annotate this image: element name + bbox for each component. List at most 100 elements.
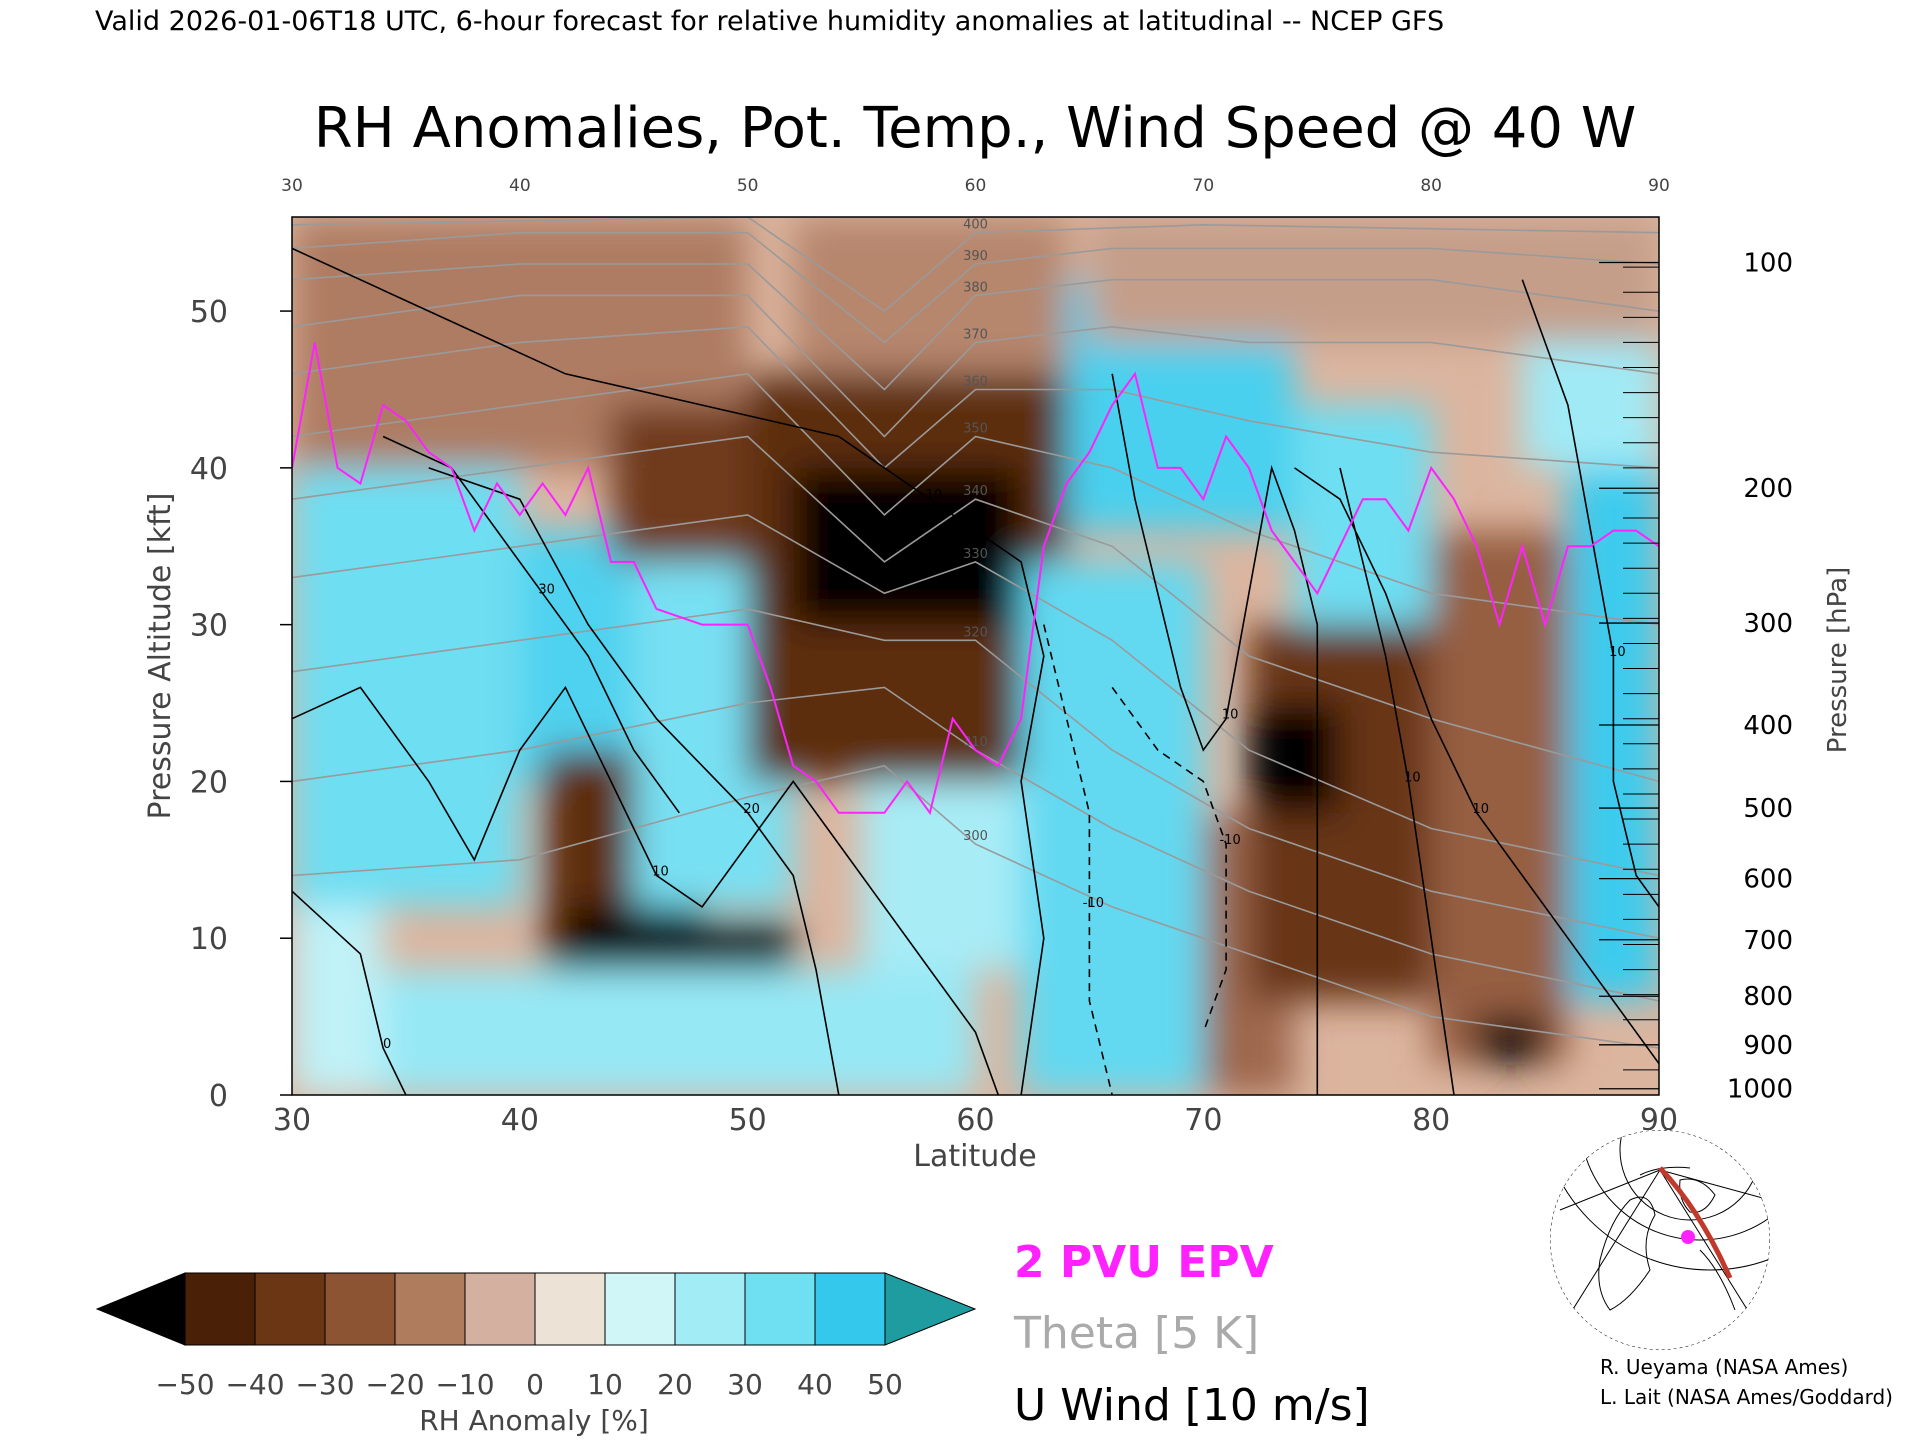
- y-tick-label: 50: [190, 295, 228, 330]
- colorbar-swatch: [254, 1272, 326, 1346]
- theta-contour-label: 330: [963, 547, 988, 562]
- top-x-tick-label: 60: [965, 176, 987, 196]
- u-wind-contours: 0 10 20 30 10 10 10 10 10 -10 -10: [292, 247, 1659, 1095]
- theta-contour-label: 320: [963, 625, 988, 640]
- rh-anomaly-cell: [1522, 342, 1659, 468]
- rh-anomaly-cell: [292, 906, 384, 1095]
- top-x-tick-label: 70: [1193, 176, 1215, 196]
- top-x-tick-label: 80: [1420, 176, 1442, 196]
- colorbar: −50 −40 −30 −20 −10 0 10 20 30 40 50: [95, 1272, 977, 1401]
- rh-anomaly-cell: [519, 530, 634, 782]
- colorbar-swatch: [394, 1272, 466, 1346]
- theta-isentrope: [292, 294, 1659, 438]
- u-wind-contour-label: -10: [1083, 896, 1104, 911]
- colorbar-swatch: [604, 1272, 676, 1346]
- colorbar-swatch: [674, 1272, 746, 1346]
- pressure-tick-label: 500: [1743, 794, 1793, 824]
- u-wind-contour-label: 10: [926, 488, 943, 503]
- y-axis-label-left: Pressure Altitude [kft]: [143, 493, 178, 820]
- theta-contour-label: 350: [963, 422, 988, 437]
- u-wind-contour-label: 30: [538, 582, 555, 597]
- x-tick-label: 30: [273, 1103, 311, 1138]
- valid-time-header: Valid 2026-01-06T18 UTC, 6-hour forecast…: [95, 6, 1444, 37]
- chart-title: RH Anomalies, Pot. Temp., Wind Speed @ 4…: [314, 96, 1636, 161]
- x-tick-label: 70: [1184, 1103, 1222, 1138]
- x-tick-label: 40: [501, 1103, 539, 1138]
- rh-anomaly-cell: [861, 781, 1022, 970]
- u-wind-contour-label: 10: [1472, 802, 1489, 817]
- pressure-tick-label: 200: [1743, 474, 1793, 504]
- u-wind-contour-label: 20: [743, 802, 760, 817]
- epv-2pvu-contour: [292, 342, 1659, 816]
- plot-area: 300 310 320 330 340 350 360 370 380 390 400 0 10 20 3…: [291, 216, 1660, 1096]
- u-wind-contour: [1111, 373, 1319, 1095]
- colorbar-tick-label: −40: [225, 1368, 284, 1401]
- bottom-axis-tick-labels: 30 40 50 60 70 80 90: [273, 1103, 1678, 1138]
- pressure-tick-label: 300: [1743, 609, 1793, 639]
- pressure-tick-marks: [1599, 261, 1659, 1096]
- colorbar-tick-label: 40: [797, 1368, 833, 1401]
- top-x-tick-label: 50: [737, 176, 759, 196]
- top-x-tick-label: 90: [1648, 176, 1670, 196]
- y-tick-label: 0: [209, 1079, 228, 1114]
- u-wind-contour-label: 0: [383, 1037, 391, 1052]
- colorbar-swatch: [464, 1272, 536, 1346]
- theta-contour-label: 310: [963, 735, 988, 750]
- rh-anomaly-cell: [702, 922, 794, 970]
- theta-isentrope: [292, 764, 1659, 1049]
- colorbar-swatch: [744, 1272, 816, 1346]
- colorbar-tick-label: −50: [155, 1368, 214, 1401]
- legend: 2 PVU EPV Theta [5 K] U Wind [10 m/s]: [1013, 1237, 1370, 1431]
- u-wind-contour-label: 10: [1222, 708, 1239, 723]
- u-wind-contour: [292, 890, 407, 1095]
- plot-frame: [291, 216, 1660, 1096]
- credit-line-1: R. Ueyama (NASA Ames): [1600, 1355, 1848, 1379]
- colorbar-swatch: [534, 1272, 606, 1346]
- pressure-tick-label: 900: [1743, 1031, 1793, 1061]
- rh-anomaly-cell: [565, 906, 703, 970]
- pressure-tick-label: 400: [1743, 711, 1793, 741]
- theta-isentrope: [292, 435, 1659, 783]
- legend-theta: Theta [5 K]: [1013, 1308, 1259, 1359]
- colorbar-tick-label: 20: [657, 1368, 693, 1401]
- colorbar-max-arrow: [884, 1272, 977, 1346]
- y-tick-label: 20: [190, 765, 228, 800]
- colorbar-swatch: [814, 1272, 886, 1346]
- pressure-tick-label: 1000: [1727, 1075, 1793, 1105]
- pressure-tick-label: 100: [1743, 248, 1793, 278]
- rh-anomaly-cell: [1294, 405, 1432, 625]
- colorbar-tick-label: 10: [587, 1368, 623, 1401]
- u-wind-contour-label: 10: [652, 865, 669, 880]
- colorbar-tick-label: −30: [295, 1368, 354, 1401]
- pressure-tick-label: 800: [1743, 982, 1793, 1012]
- u-wind-contour: [1339, 467, 1455, 1095]
- theta-isentrope: [292, 217, 1659, 313]
- rh-anomaly-cell: [292, 467, 520, 907]
- right-axis-tick-labels: 1000 900 800 700 600 500 400 300 200 100: [1727, 248, 1793, 1104]
- rh-anomaly-cell: [1431, 530, 1568, 1064]
- credit-line-2: L. Lait (NASA Ames/Goddard): [1600, 1385, 1893, 1409]
- colorbar-label: RH Anomaly [%]: [419, 1404, 649, 1437]
- u-wind-contour-label: -10: [1219, 833, 1240, 848]
- x-tick-label: 60: [956, 1103, 994, 1138]
- rh-anomaly-cell: [383, 969, 976, 1095]
- u-wind-contour-label: 10: [1404, 770, 1421, 785]
- theta-contour-label: 340: [963, 484, 988, 499]
- x-tick-label: 50: [729, 1103, 767, 1138]
- legend-u-wind: U Wind [10 m/s]: [1014, 1380, 1370, 1431]
- top-x-tick-label: 40: [509, 176, 531, 196]
- x-tick-label: 80: [1412, 1103, 1450, 1138]
- u-wind-negative-contour: [1111, 686, 1227, 1033]
- u-wind-negative-contour: [1043, 624, 1113, 1095]
- y-tick-label: 30: [190, 609, 228, 644]
- theta-contour-label: 380: [963, 280, 988, 295]
- top-x-tick-label: 30: [281, 176, 303, 196]
- u-wind-contour: [292, 685, 1000, 1095]
- pressure-tick-label: 700: [1743, 926, 1793, 956]
- rh-anomaly-cell: [1248, 703, 1341, 813]
- colorbar-min-arrow: [95, 1272, 186, 1346]
- pressure-tick-label: 600: [1743, 865, 1793, 895]
- x-axis-label: Latitude: [913, 1139, 1036, 1174]
- colorbar-swatch: [324, 1272, 396, 1346]
